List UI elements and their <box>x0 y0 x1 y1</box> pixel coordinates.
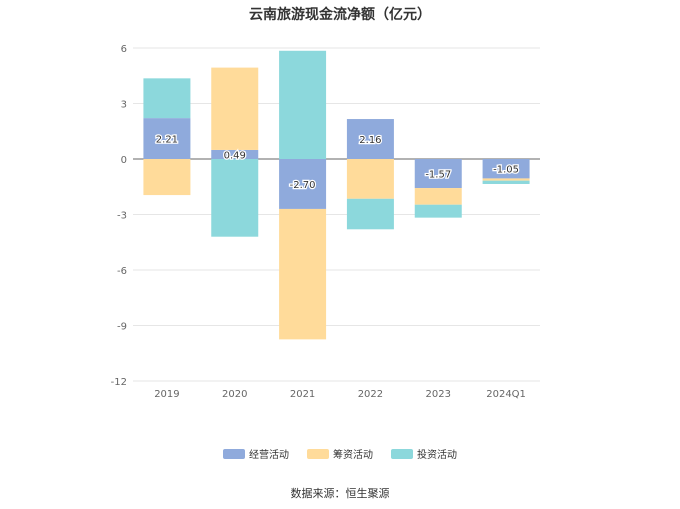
legend-swatch-financing <box>307 448 329 459</box>
y-tick-label: -3 <box>117 211 127 222</box>
x-tick-label: 2020 <box>222 389 247 400</box>
bar-financing <box>414 188 462 205</box>
data-label: -1.57 <box>425 170 451 181</box>
y-tick-label: 3 <box>121 100 127 111</box>
bar-financing <box>346 159 394 199</box>
data-label: 0.49 <box>224 150 246 161</box>
legend: 经营活动 筹资活动 投资活动 <box>0 446 680 461</box>
legend-item-investing[interactable]: 投资活动 <box>391 446 457 461</box>
x-tick-label: 2021 <box>290 389 315 400</box>
bar-investing <box>346 198 394 230</box>
bar-operating <box>482 159 530 179</box>
legend-item-operating[interactable]: 经营活动 <box>223 446 289 461</box>
bar-operating <box>414 159 462 189</box>
legend-swatch-operating <box>223 448 245 459</box>
bar-operating <box>279 159 327 209</box>
x-tick-label: 2022 <box>358 389 383 400</box>
source-note: 数据来源：恒生聚源 <box>290 487 390 500</box>
bar-operating <box>346 119 394 159</box>
bar-financing <box>211 67 259 150</box>
data-label: -2.70 <box>290 180 316 191</box>
bar-financing <box>279 208 327 340</box>
legend-label-investing: 投资活动 <box>417 450 457 461</box>
bar-financing <box>482 178 530 181</box>
x-tick-label: 2019 <box>154 389 179 400</box>
legend-label-operating: 经营活动 <box>249 450 289 461</box>
chart-title: 云南旅游现金流净额（亿元） <box>249 7 431 23</box>
bar-operating <box>143 118 191 159</box>
data-label: 2.21 <box>156 135 178 146</box>
bar-financing <box>143 159 191 196</box>
y-tick-label: -9 <box>117 322 127 333</box>
chart-svg: 6 3 0 -3 -6 -9 -12 2.21 2019 0.49 2020 -2.70 2021 2.1… <box>111 44 540 400</box>
legend-item-financing[interactable]: 筹资活动 <box>307 446 373 461</box>
data-label: -1.05 <box>493 165 519 176</box>
bar-operating <box>211 149 259 159</box>
x-tick-label: 2024Q1 <box>486 389 526 400</box>
y-tick-label: -6 <box>117 266 127 277</box>
y-tick-label: -12 <box>111 377 127 388</box>
bar-investing <box>482 180 530 184</box>
x-tick-label: 2023 <box>426 389 451 400</box>
bar-investing <box>279 50 327 159</box>
data-label: 2.16 <box>359 135 381 146</box>
y-tick-label: 0 <box>121 155 127 166</box>
legend-label-financing: 筹资活动 <box>333 450 373 461</box>
bar-investing <box>211 159 259 237</box>
y-tick-label: 6 <box>121 44 127 55</box>
bar-investing <box>414 204 462 218</box>
bar-investing <box>143 78 191 119</box>
legend-swatch-investing <box>391 448 413 459</box>
